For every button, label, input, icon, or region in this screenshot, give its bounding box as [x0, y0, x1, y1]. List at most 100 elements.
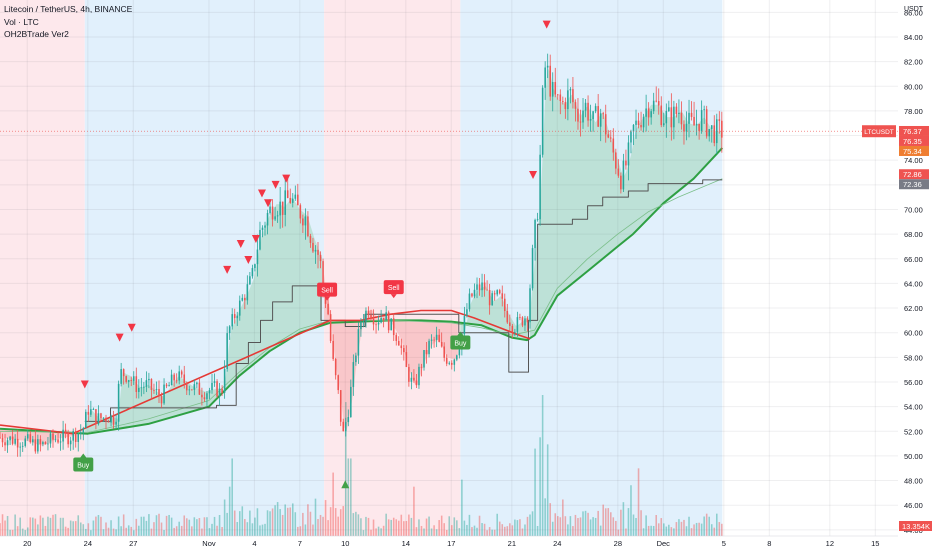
volume-bar [599, 525, 602, 536]
volume-bar [587, 512, 589, 536]
volume-bar [304, 524, 307, 536]
candle-body [544, 67, 546, 88]
candle-body [625, 160, 627, 166]
volume-bar [269, 511, 271, 536]
candle-body [372, 318, 375, 325]
volume-bar [34, 518, 37, 536]
sell-arrow [257, 189, 266, 198]
volume-bar [44, 525, 47, 536]
candle-body [582, 110, 584, 123]
sell-arrow [115, 333, 124, 342]
candle-body [700, 110, 703, 131]
volume-bar [392, 517, 395, 536]
volume-bar [698, 522, 700, 536]
candle-body [476, 284, 478, 290]
volume-bar [357, 514, 360, 536]
volume-bar [536, 525, 539, 536]
candle-body [355, 355, 357, 363]
price-tick: 68.00 [904, 230, 923, 239]
volume-bar [228, 486, 231, 536]
volume-bar [201, 528, 203, 536]
candle-body [279, 201, 281, 216]
volume-bar [286, 507, 289, 536]
candle-body [403, 348, 405, 353]
symbol-tag[interactable]: LTCUSDT [862, 125, 896, 138]
volume-bar [642, 528, 645, 536]
price-axis-bg [898, 0, 932, 550]
line-trail_stop [84, 179, 723, 422]
sell-arrow [264, 199, 273, 208]
volume-bar [415, 527, 418, 536]
volume-bar [334, 508, 337, 536]
sell-arrow [282, 174, 291, 183]
candle-body [569, 89, 572, 91]
price-tick: 84.00 [904, 33, 923, 42]
volume-bar [158, 513, 160, 536]
price-tick: 66.00 [904, 255, 923, 264]
candle-body [249, 276, 251, 285]
candle-body [382, 317, 385, 321]
candle-body [312, 242, 314, 252]
volume-bar [342, 506, 345, 536]
candle-body [526, 318, 529, 323]
candle-body [79, 432, 82, 434]
cloud-down-1 [324, 274, 458, 430]
volume-bar [433, 525, 435, 536]
sell-arrow [80, 380, 89, 389]
candle-body [630, 131, 632, 143]
candle-body [471, 293, 473, 297]
volume-bar [438, 520, 440, 536]
volume-bar [218, 515, 221, 536]
candle-body [132, 376, 135, 381]
candle-body [549, 65, 551, 97]
sell-label[interactable]: Sell [317, 282, 338, 301]
buy-label-box [73, 457, 94, 472]
time-axis[interactable]: 20 24 27 Nov 4 7 10 14 17 21 24 28 Dec 5 8 12 15 [0, 535, 932, 550]
candle-body [314, 249, 317, 252]
volume-bar [458, 528, 461, 536]
volume-bar [380, 528, 382, 536]
volume-bar [175, 526, 178, 536]
buy-label[interactable]: Buy [73, 453, 94, 472]
candle-body [645, 108, 647, 117]
volume-bar [710, 524, 713, 536]
volume-bar [466, 524, 468, 536]
candle-body [577, 108, 579, 122]
candle-body [16, 438, 19, 448]
candle-body [307, 216, 309, 237]
candle-body [627, 142, 630, 166]
candle-body [680, 112, 683, 125]
volume-bar [271, 508, 274, 536]
sell-arrow [271, 180, 280, 189]
volume-bar [559, 517, 562, 536]
volume-bar [122, 514, 125, 536]
volume-bar [307, 504, 309, 536]
volume-bar [625, 528, 627, 536]
legend-volume[interactable]: Vol · LTC [4, 16, 39, 27]
volume-bar [112, 528, 115, 536]
volume-bar [372, 519, 375, 536]
volume-bar [721, 523, 723, 536]
time-tick: 14 [402, 539, 410, 548]
symbol-tag-box [862, 125, 896, 138]
legend-symbol[interactable]: Litecoin / TetherUS, 4h, BINANCE [4, 4, 133, 14]
candle-body [0, 437, 1, 439]
signal-labels[interactable]: Buy Sell Sell Buy [73, 280, 471, 472]
buy-label[interactable]: Buy [450, 331, 471, 350]
volume-bar [468, 514, 471, 536]
candle-body [269, 206, 271, 214]
candle-body [357, 329, 360, 356]
candle-body [635, 120, 637, 125]
sell-label[interactable]: Sell [383, 280, 404, 299]
volume-bar [77, 515, 80, 536]
candle-body [21, 445, 24, 447]
candle-body [317, 249, 319, 255]
volume-bar [264, 523, 266, 536]
sell-arrow [236, 239, 245, 248]
legend-indicator[interactable]: OH2BTrade Ver2 [4, 29, 69, 39]
volume-bar [312, 524, 314, 536]
volume-bar [418, 519, 420, 536]
volume-bar [435, 529, 438, 536]
